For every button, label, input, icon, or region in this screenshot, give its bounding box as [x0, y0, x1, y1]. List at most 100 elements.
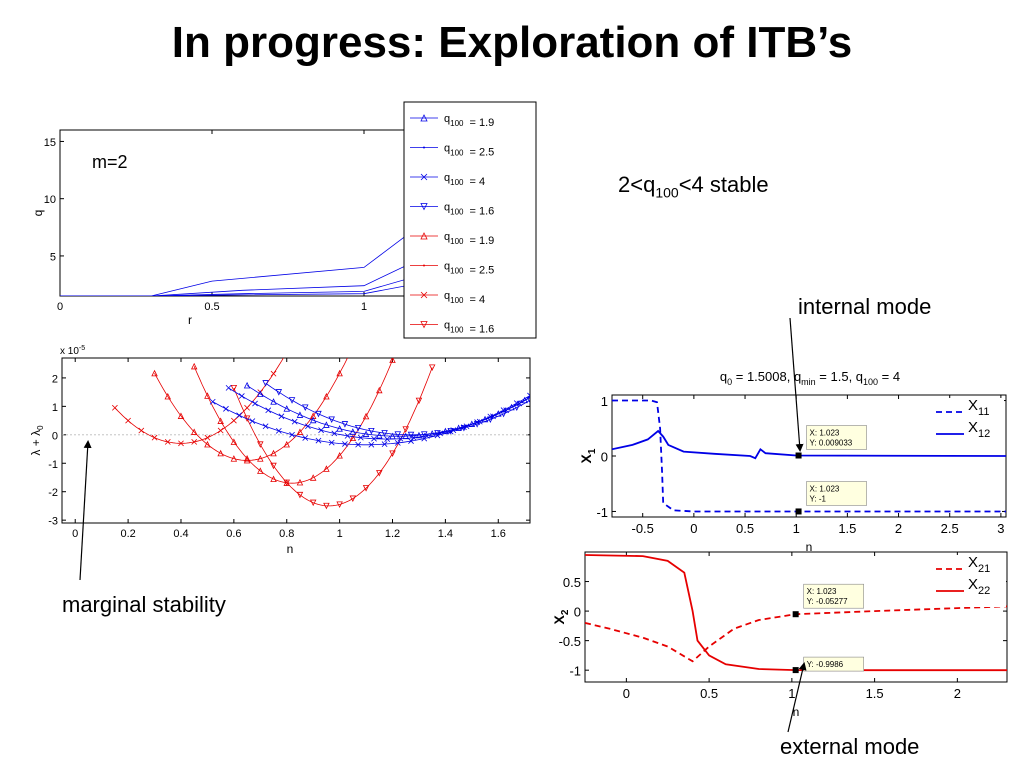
legend-label-q: q: [444, 202, 450, 214]
x-tick-label: 1.5: [866, 686, 884, 701]
legend-label: X22: [968, 576, 990, 597]
x-tick-label: 0: [690, 521, 697, 536]
datatip-x: X: 1.023: [807, 587, 837, 596]
legend-label-sub: 12: [978, 428, 990, 440]
y-tick-label: 0: [601, 450, 608, 465]
data-point: [349, 428, 357, 435]
data-point: [342, 441, 348, 447]
y-tick-label: 15: [44, 137, 56, 149]
data-point: [315, 410, 322, 418]
data-point: [455, 424, 462, 431]
data-point: [389, 432, 396, 440]
data-point: [244, 404, 250, 411]
data-point: [305, 423, 311, 430]
growth-curve: [265, 382, 530, 436]
data-point: [138, 427, 145, 434]
data-point: [397, 435, 404, 442]
data-point: [318, 427, 325, 434]
y-tick-label: 0: [52, 430, 58, 442]
legend-label-sub: 100: [450, 237, 464, 246]
data-point: [230, 438, 238, 445]
y-axis-label: X2: [551, 609, 571, 624]
datatip-y: Y: -0.05277: [807, 597, 848, 606]
title-sub-c: 100: [863, 377, 878, 387]
legend-label-sub: 100: [450, 119, 464, 128]
data-point: [513, 404, 521, 411]
legend-label-name: X: [968, 576, 978, 593]
data-point: [217, 449, 224, 457]
x-tick-label: 0.6: [226, 528, 241, 540]
data-point: [289, 431, 295, 438]
plot-frame: [61, 357, 531, 524]
data-point: [423, 146, 425, 149]
title-sub-b: min: [801, 377, 816, 387]
data-point: [209, 398, 216, 405]
data-point: [111, 404, 118, 411]
x-tick-label: 1: [788, 686, 795, 701]
x-tick-label: 2: [954, 686, 961, 701]
data-point: [362, 412, 370, 420]
data-point: [296, 428, 304, 435]
title-part-a: q: [720, 369, 727, 384]
legend-entry: q100 = 1.6: [410, 320, 494, 336]
data-point: [190, 362, 198, 370]
legend-label: X21: [968, 554, 990, 575]
y-tick-label: -2: [48, 487, 58, 499]
growth-rate-chart: 0 0.2 0.4 0.6 0.8 1 1.2 1.4 1.6 -3 -2 -1 0 1 2 x 10-5 n λ…: [29, 345, 531, 556]
y-tick-label: -1: [48, 459, 58, 471]
data-point: [309, 499, 317, 507]
legend-label-sub: 100: [450, 267, 464, 276]
data-point: [270, 462, 277, 470]
internal-mode-label: internal mode: [798, 294, 932, 319]
y-axis-label: q: [31, 210, 45, 217]
y-axis-label: λ + λ0: [29, 425, 45, 456]
datatip-marker: [792, 611, 799, 618]
legend-label: q100 = 1.9: [444, 113, 494, 129]
data-point: [190, 428, 198, 435]
data-point: [288, 397, 296, 404]
y-tick-label: 5: [50, 251, 56, 263]
data-point: [344, 432, 351, 439]
y-tick-label: -3: [48, 516, 58, 528]
data-point: [223, 405, 229, 412]
x-axis-label: n: [287, 542, 294, 556]
external-mode-arrow: [787, 662, 807, 733]
x-tick-label: 0.5: [700, 686, 718, 701]
data-point: [526, 397, 530, 404]
x-tick-label: 0.4: [173, 528, 188, 540]
data-point: [394, 440, 401, 446]
data-point: [376, 470, 383, 477]
q-profile-line: [60, 209, 440, 296]
x-tick-label: 1: [337, 528, 343, 540]
data-point: [309, 412, 317, 419]
data-point: [275, 427, 282, 434]
data-point: [323, 421, 330, 428]
data-point: [191, 439, 198, 445]
stable-note-sub: 100: [655, 184, 679, 201]
external-mode-label: external mode: [780, 734, 920, 759]
data-point: [328, 439, 335, 446]
legend-entry: q100 = 2.5: [410, 143, 494, 159]
growth-curve: [193, 358, 394, 484]
legend-label-sub: 21: [978, 563, 990, 575]
data-point: [309, 416, 317, 424]
data-point: [125, 417, 131, 424]
data-point: [336, 501, 343, 508]
datatip-x: X: 1.023: [810, 428, 840, 437]
data-point: [164, 392, 172, 400]
y-tick-label: -1: [596, 505, 608, 520]
datatip-marker: [792, 667, 799, 674]
data-point: [270, 370, 277, 377]
datatip-y: Y: 0.009033: [810, 438, 853, 447]
data-point: [257, 467, 264, 474]
series-group: [111, 358, 530, 510]
legend-label: q100 = 1.6: [444, 202, 494, 218]
x-tick-label: 0.5: [204, 301, 219, 313]
title-part-c: = 1.5, q: [816, 369, 863, 384]
legend-label-value: = 2.5: [469, 265, 494, 277]
legend-label-q: q: [444, 261, 450, 273]
data-point: [487, 416, 494, 423]
y-axis-label-main: X: [578, 453, 594, 463]
